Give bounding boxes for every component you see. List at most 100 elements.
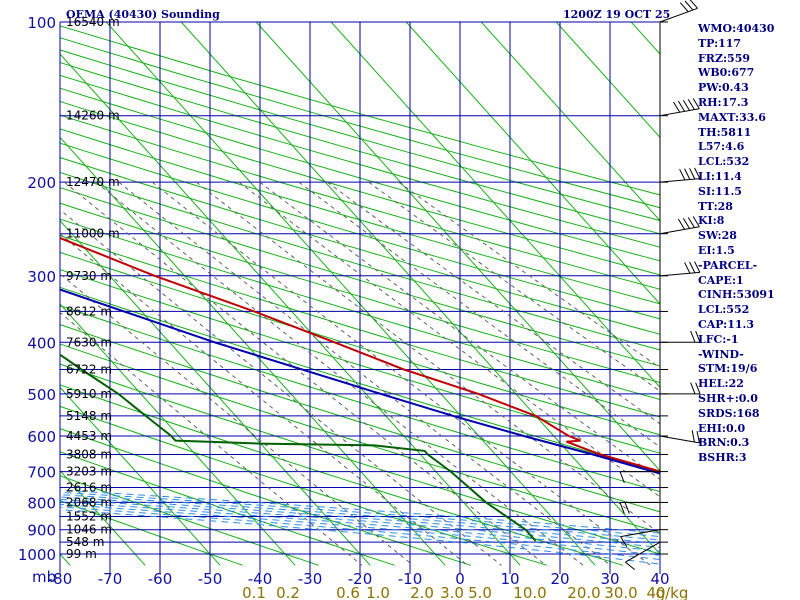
mixing-ratio-label: 10.0 bbox=[513, 584, 546, 600]
index-line: CAPE:1 bbox=[698, 273, 744, 287]
index-line: TP:117 bbox=[698, 36, 742, 50]
height-label: 11000 m bbox=[66, 227, 120, 241]
wind-barb-flag bbox=[694, 261, 701, 273]
wind-barb bbox=[659, 178, 700, 183]
height-label: 14260 m bbox=[66, 109, 120, 123]
height-label: 5910 m bbox=[66, 387, 112, 401]
dry-adiabat bbox=[60, 202, 660, 384]
temperature-tick-label: -50 bbox=[198, 570, 223, 588]
temperature-tick-label: 30 bbox=[600, 570, 619, 588]
indices-panel: WMO:40430 TP:117 FRZ:559 WB0:677 PW:0.43 RH:1… bbox=[698, 22, 775, 466]
dry-adiabat bbox=[60, 428, 471, 566]
wind-barb bbox=[659, 226, 700, 235]
temperature-tick-label: 10 bbox=[500, 570, 519, 588]
index-line: SI:11.5 bbox=[698, 184, 742, 198]
pressure-tick-label: 900 bbox=[27, 522, 56, 540]
mixing-ratio-label: 40 bbox=[646, 584, 665, 600]
wind-barb-flag bbox=[690, 330, 696, 343]
moist-adiabat bbox=[60, 494, 660, 541]
wind-barb-flag bbox=[673, 101, 681, 113]
mixing-ratio-line bbox=[151, 181, 651, 566]
temperature-tick-label: -70 bbox=[98, 570, 123, 588]
index-line: -PARCEL- bbox=[698, 258, 758, 272]
mixing-ratio-line bbox=[195, 181, 660, 535]
dry-adiabat bbox=[60, 451, 395, 566]
mixing-ratio-label: 0.1 bbox=[242, 584, 266, 600]
index-line: KI:8 bbox=[698, 214, 725, 228]
pressure-tick-label: 400 bbox=[27, 334, 56, 352]
index-line: WMO:40430 bbox=[698, 22, 775, 35]
mixing-ratio-line bbox=[327, 181, 660, 425]
temperature-tick-label: -40 bbox=[248, 570, 273, 588]
index-line: TH:5811 bbox=[698, 125, 752, 139]
wind-barb-flag bbox=[691, 430, 695, 443]
dry-adiabat bbox=[60, 187, 660, 367]
wind-barb-flag bbox=[620, 536, 628, 548]
dry-adiabat bbox=[60, 405, 547, 566]
height-label: 2068 m bbox=[66, 495, 112, 509]
index-line: SW:28 bbox=[698, 229, 737, 243]
dry-adiabat bbox=[60, 74, 660, 248]
height-label: 1552 m bbox=[66, 509, 112, 523]
index-line: SRDS:168 bbox=[698, 406, 760, 420]
isotherm bbox=[60, 136, 446, 566]
mixing-ratio-unit: g/kg bbox=[656, 584, 689, 600]
wind-barb bbox=[620, 529, 661, 538]
height-label: 12470 m bbox=[66, 175, 120, 189]
temperature-tick-label: -10 bbox=[398, 570, 423, 588]
index-line: WB0:677 bbox=[698, 66, 755, 80]
wind-barb-flag bbox=[679, 168, 686, 181]
moist-adiabat bbox=[60, 491, 660, 538]
index-line: FRZ:559 bbox=[698, 51, 751, 65]
wind-barb-flag bbox=[690, 382, 696, 395]
mixing-ratio-line bbox=[118, 181, 611, 566]
index-line: CINH:53091 bbox=[698, 288, 775, 302]
temperature-tick-label: -80 bbox=[48, 570, 73, 588]
isotherm bbox=[60, 386, 221, 566]
wind-barb-flag bbox=[684, 262, 691, 274]
mixing-ratio-line bbox=[63, 181, 547, 566]
parcel-profile-line bbox=[60, 288, 660, 475]
moist-adiabat bbox=[60, 496, 660, 545]
temperature-tick-label: 0 bbox=[455, 570, 465, 588]
wind-barb-flag bbox=[624, 502, 630, 514]
height-label: 3203 m bbox=[66, 465, 112, 479]
index-line: PW:0.43 bbox=[698, 81, 749, 95]
wind-barb-flag bbox=[679, 2, 689, 13]
pressure-tick-label: 200 bbox=[27, 174, 56, 192]
wind-barb-flag bbox=[696, 431, 700, 444]
height-label: 5148 m bbox=[66, 409, 112, 423]
mixing-ratio-label: 0.2 bbox=[276, 584, 300, 600]
wind-barb-flag bbox=[692, 98, 700, 109]
mixing-ratio-label: 3.0 bbox=[440, 584, 464, 600]
wind-barb-flag bbox=[687, 217, 695, 228]
wind-barb-flag bbox=[682, 99, 690, 111]
chart-title: OEMA (40430) Sounding bbox=[66, 8, 220, 21]
temperature-tick-label: 40 bbox=[650, 570, 669, 588]
dry-adiabat bbox=[60, 305, 660, 493]
dry-adiabat bbox=[60, 286, 660, 473]
isotherm bbox=[405, 22, 660, 305]
index-line: STM:19/6 bbox=[698, 362, 758, 376]
wind-barb bbox=[625, 541, 661, 563]
dry-adiabat bbox=[60, 324, 660, 513]
height-label: 16540 m bbox=[66, 15, 120, 29]
pressure-tick-label: 700 bbox=[27, 464, 56, 482]
isotherm bbox=[180, 22, 660, 555]
isotherm bbox=[60, 219, 371, 566]
dry-adiabat bbox=[60, 157, 660, 335]
dry-adiabat bbox=[60, 500, 243, 566]
wind-barb-flag bbox=[684, 168, 691, 180]
index-line: EHI:0.0 bbox=[698, 421, 746, 435]
dry-adiabat bbox=[60, 128, 660, 305]
dry-adiabat bbox=[60, 114, 660, 290]
index-line: EI:1.5 bbox=[698, 243, 735, 257]
isotherm bbox=[330, 22, 660, 389]
mixing-ratio-line bbox=[368, 181, 660, 392]
dewpoint-profile-line bbox=[60, 353, 537, 542]
mixing-ratio-label: 5.0 bbox=[468, 584, 492, 600]
wind-barb bbox=[659, 7, 698, 23]
isotherm bbox=[255, 22, 660, 472]
height-label: 8612 m bbox=[66, 304, 112, 318]
